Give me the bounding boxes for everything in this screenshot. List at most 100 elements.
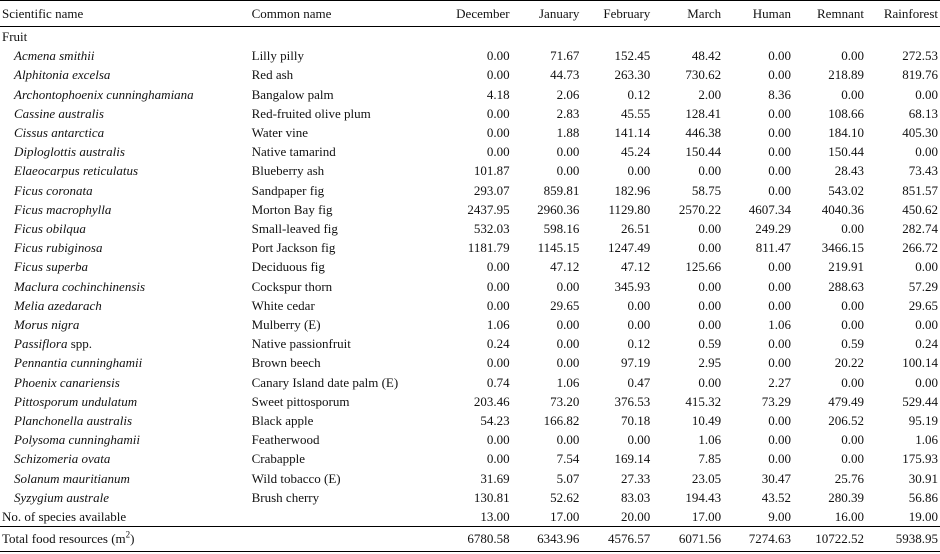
scientific-name-cell: Morus nigra xyxy=(14,317,80,333)
value-cell: 0.00 xyxy=(768,144,792,160)
value-cell: 0.12 xyxy=(627,86,651,102)
value-cell: 1.06 xyxy=(698,432,722,448)
value-cell: 2.27 xyxy=(768,374,792,390)
value-cell: 44.73 xyxy=(550,67,580,83)
value-cell: 0.00 xyxy=(915,259,938,275)
value-cell: 0.00 xyxy=(841,432,864,448)
value-cell: 0.00 xyxy=(627,163,651,179)
value-cell: 0.00 xyxy=(556,163,580,179)
value-cell: 47.12 xyxy=(550,259,580,275)
value-cell: 1.88 xyxy=(556,125,580,141)
header-january: January xyxy=(538,6,580,21)
value-cell: 2.06 xyxy=(556,86,580,102)
value-cell: 101.87 xyxy=(473,163,510,179)
value-cell: 1181.79 xyxy=(467,240,510,256)
common-name-cell: Sweet pittosporum xyxy=(251,393,350,409)
value-cell: 0.59 xyxy=(698,336,722,352)
value-cell: 2.00 xyxy=(698,86,722,102)
value-cell: 0.00 xyxy=(768,259,792,275)
value-cell: 0.00 xyxy=(915,374,938,390)
table-row: Pittosporum undulatum Sweet pittosporum 20… xyxy=(0,392,940,411)
section-label: Fruit xyxy=(2,29,28,44)
header-remnant: Remnant xyxy=(817,6,864,21)
scientific-name-cell: Ficus superba xyxy=(14,259,89,275)
value-cell: 5.07 xyxy=(556,470,580,486)
value-cell: 73.43 xyxy=(908,163,938,179)
value-cell: 4.18 xyxy=(486,86,510,102)
common-name-cell: Red ash xyxy=(251,67,294,83)
common-name-cell: Sandpaper fig xyxy=(251,182,325,198)
value-cell: 0.24 xyxy=(486,336,510,352)
value-cell: 532.03 xyxy=(473,221,510,237)
value-cell: 73.29 xyxy=(761,393,792,409)
species-count-cell: 19.00 xyxy=(908,509,938,525)
value-cell: 0.00 xyxy=(556,278,580,294)
table-row: Ficus obilqua Small-leaved fig 532.03 598.1… xyxy=(0,219,940,238)
value-cell: 598.16 xyxy=(543,221,580,237)
common-name-cell: Water vine xyxy=(251,125,308,141)
value-cell: 71.67 xyxy=(550,48,580,64)
scientific-name-cell: Ficus rubiginosa xyxy=(14,240,103,256)
species-count-cell: 17.00 xyxy=(550,509,580,525)
value-cell: 45.55 xyxy=(621,105,651,121)
value-cell: 0.00 xyxy=(486,48,510,64)
value-cell: 0.00 xyxy=(556,317,580,333)
value-cell: 0.00 xyxy=(698,240,722,256)
value-cell: 450.62 xyxy=(902,201,938,217)
header-february: February xyxy=(603,6,651,21)
scientific-name-cell: Planchonella australis xyxy=(14,413,133,429)
value-cell: 0.00 xyxy=(556,355,580,371)
value-cell: 730.62 xyxy=(685,67,722,83)
value-cell: 2570.22 xyxy=(678,201,722,217)
table-row: Cassine australis Red-fruited olive plum 0… xyxy=(0,104,940,123)
value-cell: 184.10 xyxy=(828,125,864,141)
value-cell: 83.03 xyxy=(621,489,651,505)
value-cell: 446.38 xyxy=(685,125,722,141)
common-name-cell: Bangalow palm xyxy=(251,86,334,102)
value-cell: 25.76 xyxy=(834,470,864,486)
table-row: Maclura cochinchinensis Cockspur thorn 0.0… xyxy=(0,277,940,296)
header-scientific-name: Scientific name xyxy=(2,6,84,21)
value-cell: 819.76 xyxy=(902,67,938,83)
total-cell: 6343.96 xyxy=(537,531,580,547)
value-cell: 811.47 xyxy=(755,240,792,256)
value-cell: 851.57 xyxy=(902,182,938,198)
value-cell: 529.44 xyxy=(902,393,938,409)
value-cell: 0.00 xyxy=(768,163,792,179)
value-cell: 0.00 xyxy=(915,86,938,102)
common-name-cell: Small-leaved fig xyxy=(251,221,338,237)
total-row: Total food resources (m2) 6780.58 6343.9… xyxy=(0,526,940,552)
header-march: March xyxy=(687,6,722,21)
species-count-cell: 20.00 xyxy=(621,509,651,525)
value-cell: 152.45 xyxy=(614,48,651,64)
value-cell: 0.00 xyxy=(627,317,651,333)
value-cell: 150.44 xyxy=(685,144,722,160)
common-name-cell: Native passionfruit xyxy=(251,336,351,352)
table-row: Phoenix canariensis Canary Island date pa… xyxy=(0,373,940,392)
value-cell: 249.29 xyxy=(755,221,792,237)
value-cell: 219.91 xyxy=(828,259,864,275)
value-cell: 280.39 xyxy=(828,489,864,505)
scientific-name-cell: Ficus obilqua xyxy=(14,221,86,237)
value-cell: 57.29 xyxy=(908,278,938,294)
value-cell: 70.18 xyxy=(621,413,651,429)
header-rainforest: Rainforest xyxy=(883,6,938,21)
common-name-cell: Featherwood xyxy=(251,432,320,448)
value-cell: 0.00 xyxy=(768,182,792,198)
table-row: Cissus antarctica Water vine 0.00 1.88 141.1… xyxy=(0,123,940,142)
table-row: Ficus coronata Sandpaper fig 293.07 859.81 1… xyxy=(0,181,940,200)
value-cell: 0.00 xyxy=(768,355,792,371)
common-name-cell: Wild tobacco (E) xyxy=(251,470,341,486)
value-cell: 150.44 xyxy=(828,144,864,160)
value-cell: 95.19 xyxy=(908,413,938,429)
value-cell: 125.66 xyxy=(685,259,722,275)
value-cell: 73.20 xyxy=(550,393,580,409)
header-row: Scientific name Common name December Jan… xyxy=(0,0,940,27)
value-cell: 0.00 xyxy=(698,278,722,294)
value-cell: 0.00 xyxy=(841,86,864,102)
value-cell: 0.00 xyxy=(698,297,722,313)
value-cell: 263.30 xyxy=(614,67,651,83)
value-cell: 0.00 xyxy=(556,432,580,448)
value-cell: 26.51 xyxy=(621,221,651,237)
species-count-cell: 17.00 xyxy=(691,509,722,525)
